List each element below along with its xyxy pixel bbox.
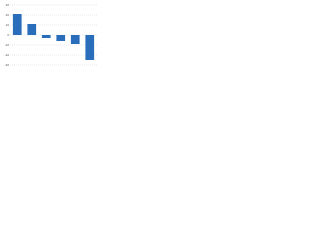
chart: -30 -20 -10 0 10 20 30 — [5, 3, 97, 67]
bar — [27, 24, 37, 35]
bar — [12, 14, 22, 35]
y-tick-label: 30 — [6, 3, 10, 7]
y-tick-label: 20 — [6, 13, 10, 17]
bar — [56, 35, 66, 41]
y-tick-label: 10 — [6, 23, 10, 27]
y-tick-label: 0 — [7, 33, 9, 37]
bar — [85, 35, 95, 60]
bar — [41, 35, 51, 38]
y-tick-label: -10 — [5, 43, 10, 47]
bar — [70, 35, 80, 44]
y-tick-label: -30 — [5, 63, 10, 67]
y-tick-label: -20 — [5, 53, 10, 57]
